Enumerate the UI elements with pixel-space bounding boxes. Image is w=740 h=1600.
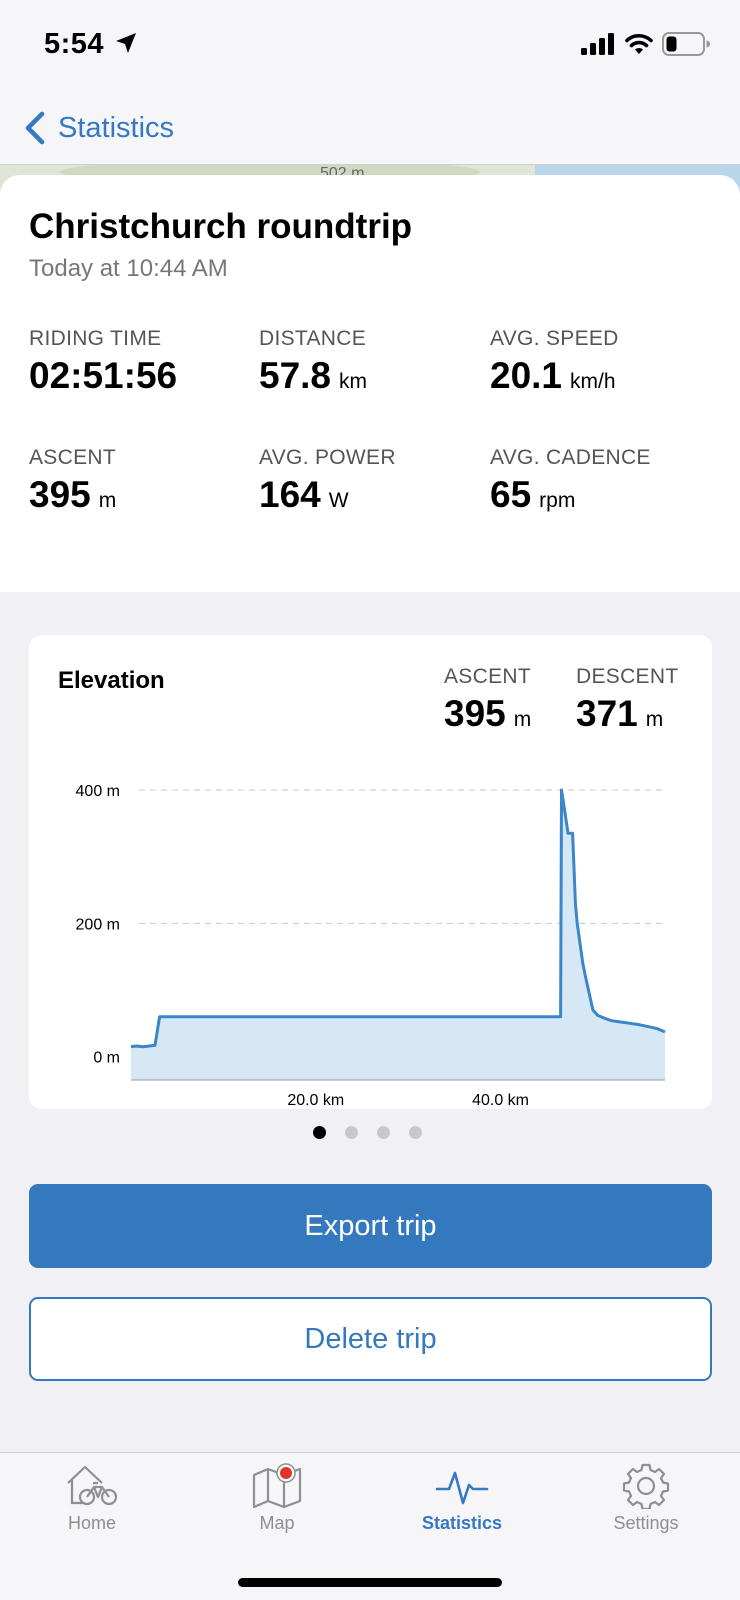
battery-icon bbox=[662, 32, 710, 56]
location-arrow-icon bbox=[116, 33, 136, 53]
y-tick-label: 0 m bbox=[93, 1050, 120, 1067]
elevation-ascent: ASCENT 395 m bbox=[444, 665, 531, 735]
elevation-chart: 0 m 200 m 400 m 20.0 km 40.0 km bbox=[76, 783, 666, 1109]
x-tick-label: 20.0 km bbox=[287, 1092, 344, 1109]
stat-unit: m bbox=[645, 708, 664, 731]
status-bar: 5:54 bbox=[0, 0, 740, 90]
trip-title: Christchurch roundtrip bbox=[29, 207, 413, 246]
home-indicator bbox=[238, 1578, 502, 1587]
back-button[interactable]: Statistics bbox=[20, 108, 174, 148]
stat-value: 371 bbox=[576, 693, 638, 734]
stat-label: DESCENT bbox=[576, 665, 679, 688]
tab-label: Home bbox=[67, 1513, 116, 1533]
tab-label: Statistics bbox=[421, 1513, 503, 1533]
stat-label: ASCENT bbox=[444, 665, 531, 688]
wifi-icon bbox=[625, 33, 653, 54]
stat-riding-time: RIDING TIME 02:51:56 bbox=[29, 327, 177, 397]
home-bike-icon bbox=[67, 1465, 118, 1506]
stat-label: DISTANCE bbox=[259, 327, 367, 350]
elevation-line bbox=[130, 788, 666, 1049]
page-indicator[interactable] bbox=[313, 1126, 422, 1139]
tab-label: Map bbox=[259, 1513, 295, 1533]
stat-value: 57.8 bbox=[259, 355, 332, 396]
page-dot[interactable] bbox=[345, 1126, 358, 1139]
back-button-label: Statistics bbox=[58, 111, 175, 144]
delete-trip-button[interactable]: Delete trip bbox=[29, 1297, 712, 1381]
y-tick-label: 200 m bbox=[76, 916, 120, 933]
stat-value: 395 bbox=[444, 693, 506, 734]
stat-label: ASCENT bbox=[29, 446, 116, 469]
stat-avg-cadence: AVG. CADENCE 65 rpm bbox=[490, 446, 651, 516]
trip-date: Today at 10:44 AM bbox=[29, 255, 228, 282]
tab-label: Settings bbox=[613, 1513, 679, 1533]
elevation-area bbox=[131, 790, 665, 1080]
page-dot[interactable] bbox=[313, 1126, 326, 1139]
stat-label: AVG. CADENCE bbox=[490, 446, 651, 469]
stat-ascent: ASCENT 395 m bbox=[29, 446, 116, 516]
tab-home[interactable]: Home bbox=[17, 1463, 167, 1553]
elevation-card[interactable]: Elevation ASCENT 395 m DESCENT 371 m 0 m 20… bbox=[29, 635, 712, 1109]
stat-label: AVG. SPEED bbox=[490, 327, 619, 350]
stat-label: RIDING TIME bbox=[29, 327, 162, 350]
stat-avg-power: AVG. POWER 164 W bbox=[259, 446, 396, 516]
stat-unit: m bbox=[513, 708, 532, 731]
gear-icon bbox=[622, 1463, 670, 1509]
stat-unit: m bbox=[98, 489, 117, 512]
stat-unit: rpm bbox=[539, 489, 576, 512]
tab-settings[interactable]: Settings bbox=[571, 1463, 721, 1553]
stat-value: 02:51:56 bbox=[29, 355, 178, 396]
stat-avg-speed: AVG. SPEED 20.1 km/h bbox=[490, 327, 619, 397]
stat-value: 395 bbox=[29, 474, 91, 515]
stat-unit: km/h bbox=[570, 370, 616, 393]
export-trip-button[interactable]: Export trip bbox=[29, 1184, 712, 1268]
stat-value: 20.1 bbox=[490, 355, 563, 396]
tab-statistics[interactable]: Statistics bbox=[387, 1463, 537, 1553]
stat-unit: W bbox=[328, 489, 349, 512]
elevation-descent: DESCENT 371 m bbox=[576, 665, 678, 735]
tab-bar: Home Map Statistics Settings bbox=[0, 1452, 740, 1600]
statistics-pulse-icon bbox=[435, 1471, 489, 1505]
page-dot[interactable] bbox=[377, 1126, 390, 1139]
stat-unit: km bbox=[339, 370, 368, 393]
tab-map[interactable]: Map bbox=[202, 1463, 352, 1553]
navigation-bar: Statistics bbox=[0, 90, 740, 165]
x-tick-label: 40.0 km bbox=[472, 1092, 529, 1109]
elevation-title: Elevation bbox=[58, 667, 165, 694]
chevron-left-icon bbox=[25, 111, 45, 145]
stat-label: AVG. POWER bbox=[259, 446, 396, 469]
stat-value: 65 bbox=[490, 474, 532, 515]
stat-distance: DISTANCE 57.8 km bbox=[259, 327, 367, 397]
stat-value: 164 bbox=[259, 474, 321, 515]
page-dot[interactable] bbox=[409, 1126, 422, 1139]
trip-summary-card: Christchurch roundtrip Today at 10:44 AM… bbox=[0, 175, 740, 592]
map-icon bbox=[252, 1463, 302, 1509]
status-time: 5:54 bbox=[44, 28, 105, 60]
y-tick-label: 400 m bbox=[76, 783, 120, 800]
signal-icon bbox=[581, 33, 614, 55]
